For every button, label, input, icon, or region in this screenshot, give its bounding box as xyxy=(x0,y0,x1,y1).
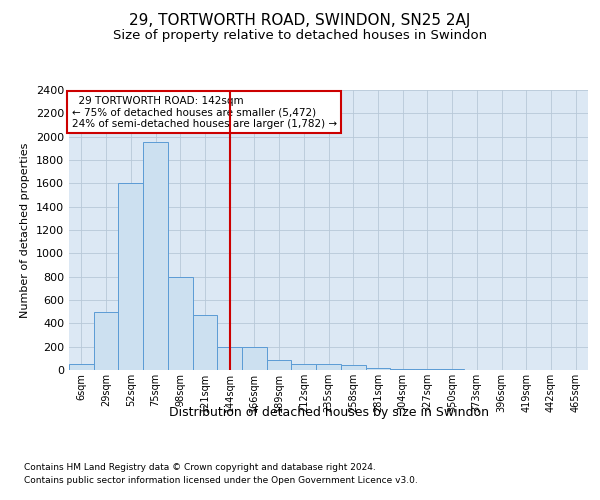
Bar xyxy=(267,360,292,370)
Text: Distribution of detached houses by size in Swindon: Distribution of detached houses by size … xyxy=(169,406,489,419)
Bar xyxy=(193,315,217,370)
Bar xyxy=(143,142,168,370)
Bar xyxy=(94,312,118,370)
Bar xyxy=(242,346,267,370)
Bar xyxy=(217,346,242,370)
Bar xyxy=(69,364,94,370)
Bar xyxy=(365,368,390,370)
Text: 29, TORTWORTH ROAD, SWINDON, SN25 2AJ: 29, TORTWORTH ROAD, SWINDON, SN25 2AJ xyxy=(130,12,470,28)
Bar xyxy=(390,369,415,370)
Bar xyxy=(118,184,143,370)
Bar xyxy=(292,364,316,370)
Bar xyxy=(168,276,193,370)
Bar xyxy=(341,366,365,370)
Text: Contains HM Land Registry data © Crown copyright and database right 2024.: Contains HM Land Registry data © Crown c… xyxy=(24,462,376,471)
Bar xyxy=(316,364,341,370)
Text: Contains public sector information licensed under the Open Government Licence v3: Contains public sector information licen… xyxy=(24,476,418,485)
Text: Size of property relative to detached houses in Swindon: Size of property relative to detached ho… xyxy=(113,29,487,42)
Y-axis label: Number of detached properties: Number of detached properties xyxy=(20,142,31,318)
Text: 29 TORTWORTH ROAD: 142sqm
← 75% of detached houses are smaller (5,472)
24% of se: 29 TORTWORTH ROAD: 142sqm ← 75% of detac… xyxy=(71,96,337,129)
